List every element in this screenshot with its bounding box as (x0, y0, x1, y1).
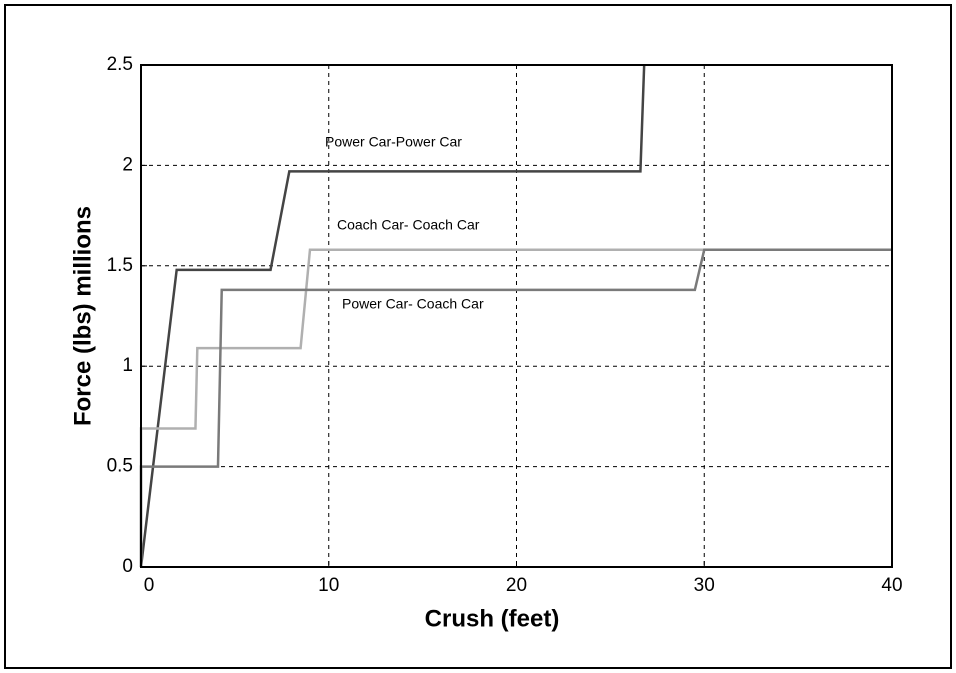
x-axis-label: Crush (feet) (425, 605, 560, 632)
y-tick-label: 1.5 (107, 255, 133, 276)
series-label: Power Car- Coach Car (342, 296, 484, 312)
plot-frame (140, 64, 893, 568)
y-tick-label: 0 (122, 556, 133, 577)
y-tick-label: 1 (122, 355, 133, 376)
y-axis-label: Force (lbs) millions (69, 206, 96, 426)
series-label: Coach Car- Coach Car (337, 217, 480, 233)
x-tick-label: 20 (506, 575, 527, 596)
x-tick-label: 30 (694, 575, 715, 596)
x-tick-label: 10 (318, 575, 339, 596)
series-label: Power Car-Power Car (325, 134, 462, 150)
outer-frame (4, 4, 952, 669)
x-tick-label: 40 (881, 575, 902, 596)
y-tick-label: 2 (122, 154, 133, 175)
series-line (139, 64, 646, 568)
x-tick-label: 0 (144, 575, 155, 596)
y-tick-label: 2.5 (107, 54, 133, 75)
y-tick-label: 0.5 (107, 456, 133, 477)
